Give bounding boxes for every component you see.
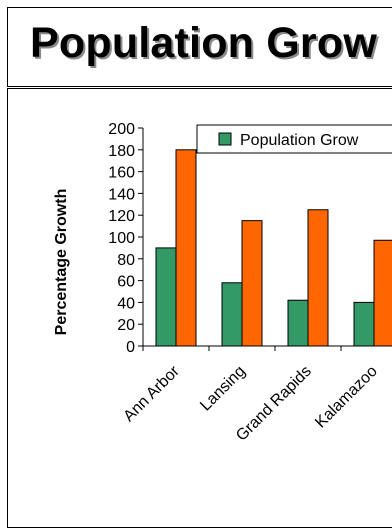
y-tick-label: 100	[108, 230, 135, 247]
chart-title: Population Grow	[30, 19, 377, 67]
x-tick-label: Ann Arbor	[120, 362, 183, 425]
y-tick-label: 140	[108, 186, 135, 203]
bar-green-2	[287, 299, 309, 347]
bar-orange-1	[241, 220, 263, 347]
y-tick-label: 80	[117, 252, 135, 269]
y-tick-label: 40	[117, 295, 135, 312]
y-tick-label: 180	[108, 143, 135, 160]
y-tick-label: 20	[117, 317, 135, 334]
y-tick-label: 160	[108, 165, 135, 182]
bar-orange-3	[373, 239, 392, 347]
y-axis-label: Percentage Growth	[53, 189, 70, 336]
chart-title-box: Population Grow	[7, 7, 392, 87]
bars-group	[155, 149, 392, 347]
y-tick-label: 200	[108, 121, 135, 138]
x-tick-label: Lansing	[197, 363, 249, 415]
bar-green-0	[155, 247, 177, 347]
y-tick-label: 120	[108, 208, 135, 225]
bar-green-1	[221, 282, 243, 347]
legend-label: Population Grow	[240, 132, 359, 149]
y-tick-label: 0	[126, 339, 135, 356]
y-tick-label: 60	[117, 274, 135, 291]
legend-swatch-green	[218, 132, 232, 146]
bar-orange-0	[175, 149, 197, 347]
bar-orange-2	[307, 209, 329, 347]
x-tick-label: Kalamazoo	[312, 363, 381, 432]
legend: Population Grow	[196, 124, 392, 154]
y-axis: 0 20 40 60 80 100 120 140 160 180 200	[108, 121, 143, 356]
axes-group	[142, 128, 392, 351]
bar-green-3	[353, 301, 375, 347]
